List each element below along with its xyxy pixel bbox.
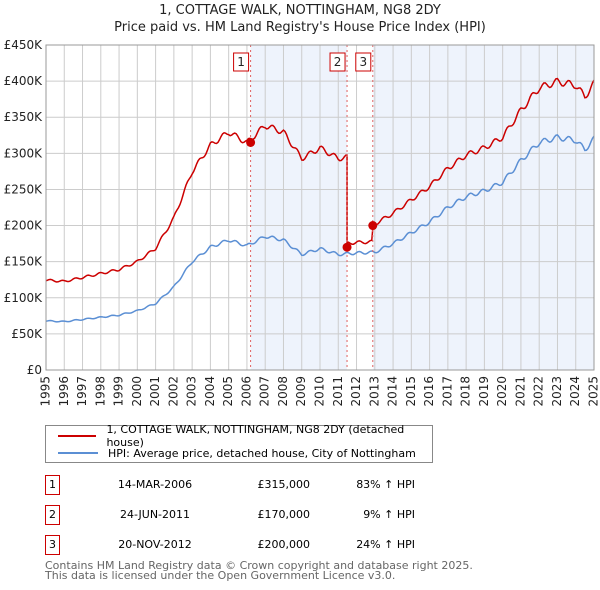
sale-row: 1 14-MAR-2006 £315,000 83% ↑ HPI <box>45 475 465 495</box>
sale-hpi: 9% ↑ HPI <box>363 508 415 521</box>
x-tick-label: 2006 <box>239 376 253 407</box>
x-tick-label: 2021 <box>513 376 527 407</box>
x-tick-label: 2007 <box>258 376 272 407</box>
y-tick-label: £350K <box>4 110 44 124</box>
x-tick-label: 2009 <box>294 376 308 407</box>
sale-date: 14-MAR-2006 <box>117 478 193 491</box>
x-tick-label: 1995 <box>39 376 53 407</box>
chart-title: 1, COTTAGE WALK, NOTTINGHAM, NG8 2DY <box>159 3 441 18</box>
sale-label: 3 <box>359 55 367 69</box>
sale-point <box>246 138 256 147</box>
sale-point <box>342 242 352 252</box>
x-tick-label: 2016 <box>422 376 436 407</box>
y-tick-label: £50K <box>11 327 43 341</box>
footer-line: This data is licensed under the Open Gov… <box>45 569 396 582</box>
y-tick-label: £400K <box>4 74 44 88</box>
x-tick-label: 2012 <box>349 376 363 407</box>
footer: Contains HM Land Registry data © Crown c… <box>45 559 473 582</box>
x-tick-label: 2008 <box>276 376 290 407</box>
x-tick-label: 2017 <box>440 376 454 407</box>
sale-price: £315,000 <box>257 478 311 491</box>
y-tick-label: £150K <box>4 255 44 269</box>
plot-area: 1995 1996 1997 1998 1999 2000 2001 2002 2003 2004… <box>4 38 600 407</box>
x-tick-label: 2004 <box>203 376 217 407</box>
legend: 1, COTTAGE WALK, NOTTINGHAM, NG8 2DY (de… <box>45 423 433 463</box>
hpi-line <box>45 134 595 323</box>
x-tick-label: 2019 <box>477 376 491 407</box>
x-tick-label: 2020 <box>495 376 509 407</box>
sale-price: £170,000 <box>257 508 311 521</box>
chart-subtitle: Price paid vs. HM Land Registry's House … <box>114 20 486 35</box>
y-tick-label: £100K <box>4 291 44 305</box>
sale-date: 20-NOV-2012 <box>118 538 192 551</box>
sale-label: 2 <box>334 55 342 69</box>
x-tick-label: 2018 <box>459 376 473 407</box>
x-tick-label: 1996 <box>57 376 71 407</box>
x-tick-label: 2023 <box>550 376 564 407</box>
property-price-line <box>45 77 595 283</box>
x-tick-label: 2011 <box>331 376 345 407</box>
footer-line: Contains HM Land Registry data © Crown c… <box>45 559 473 572</box>
sale-point <box>368 221 378 231</box>
y-tick-label: £200K <box>4 219 44 233</box>
y-tick-label: £450K <box>4 38 44 52</box>
x-tick-label: 1998 <box>93 376 107 407</box>
x-tick-label: 1999 <box>112 376 126 407</box>
plot-border <box>45 44 595 371</box>
x-tick-label: 2010 <box>313 376 327 407</box>
x-tick-label: 2005 <box>221 376 235 407</box>
legend-label: 1, COTTAGE WALK, NOTTINGHAM, NG8 2DY (de… <box>106 423 405 449</box>
shaded-period <box>250 45 348 370</box>
sale-label-box <box>355 52 372 72</box>
sale-hpi: 24% ↑ HPI <box>356 538 415 551</box>
x-tick-label: 2025 <box>587 376 600 407</box>
sale-date: 24-JUN-2011 <box>119 508 191 521</box>
x-tick-label: 1997 <box>75 376 89 407</box>
sale-label-box <box>329 52 346 72</box>
sale-label-box <box>233 52 250 72</box>
sale-hpi: 83% ↑ HPI <box>356 478 415 491</box>
x-tick-label: 2015 <box>404 376 418 407</box>
x-tick-label: 2024 <box>568 376 582 407</box>
x-tick-label: 2022 <box>532 376 546 407</box>
sale-row: 3 20-NOV-2012 £200,000 24% ↑ HPI <box>45 535 465 555</box>
x-tick-label: 2014 <box>386 376 400 407</box>
legend-label: HPI: Average price, detached house, City… <box>108 446 416 460</box>
legend-item-property: 1, COTTAGE WALK, NOTTINGHAM, NG8 2DY (de… <box>58 423 432 449</box>
y-tick-label: £0 <box>27 363 42 377</box>
y-tick-label: £250K <box>4 182 44 196</box>
y-tick-label: £300K <box>4 146 44 160</box>
x-tick-label: 2003 <box>185 376 199 407</box>
x-tick-label: 2013 <box>367 376 381 407</box>
sale-row: 2 24-JUN-2011 £170,000 9% ↑ HPI <box>45 505 465 525</box>
sale-marker-label: 3 <box>45 535 60 555</box>
x-tick-label: 2002 <box>166 376 180 407</box>
legend-item-hpi: HPI: Average price, detached house, City… <box>58 445 416 461</box>
sale-label: 1 <box>237 55 245 69</box>
x-tick-label: 2001 <box>148 376 162 407</box>
shaded-period <box>372 45 594 370</box>
sale-marker-label: 2 <box>45 505 60 525</box>
sale-marker-label: 1 <box>45 475 60 495</box>
sale-price: £200,000 <box>257 538 311 551</box>
x-tick-label: 2000 <box>130 376 144 407</box>
